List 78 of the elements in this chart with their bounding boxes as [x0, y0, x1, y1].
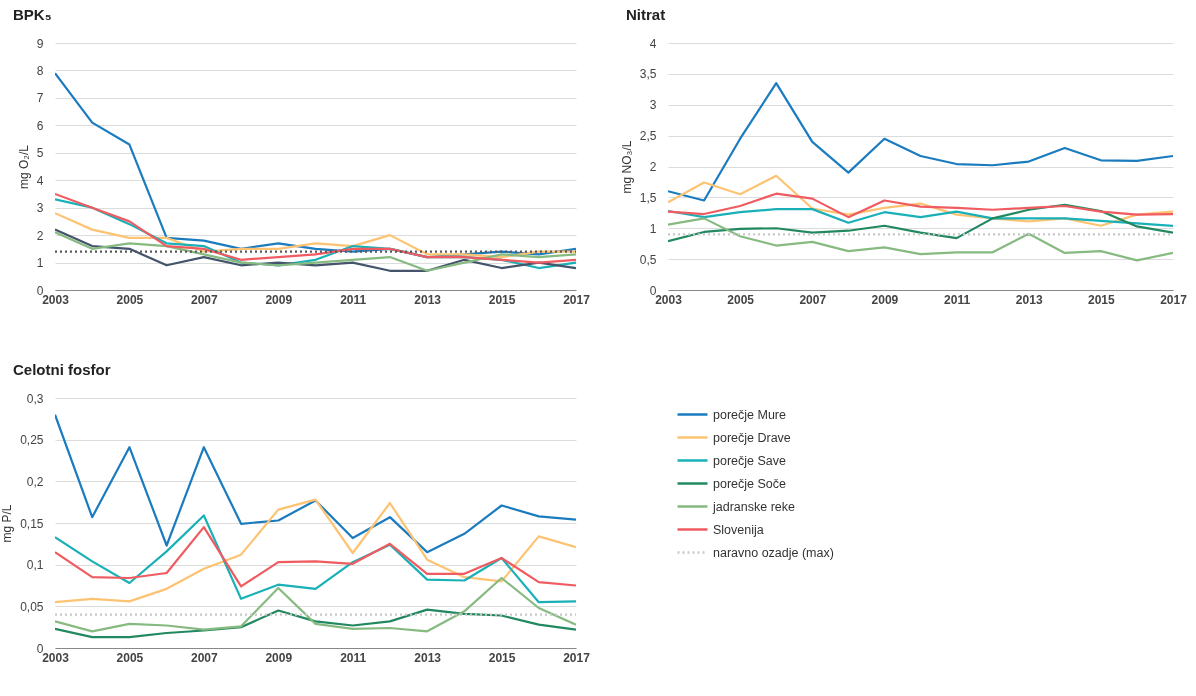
y-tick-label: 4 [649, 36, 657, 51]
x-tick-label: 2015 [488, 292, 516, 307]
line-series [55, 212, 576, 259]
line-series [55, 192, 576, 264]
x-tick-label: 2007 [799, 292, 827, 307]
y-tick-label: 6 [36, 118, 44, 133]
line-series [55, 498, 576, 604]
legend-label: naravno ozadje (max) [713, 545, 834, 560]
y-tick-label: 5 [36, 146, 44, 161]
line-series [668, 192, 1173, 219]
x-tick-label: 2003 [42, 292, 70, 307]
x-tick-label: 2013 [1015, 292, 1043, 307]
y-tick-label: 0 [649, 283, 657, 298]
y-tick-label: 0,3 [26, 391, 44, 406]
y-tick-label: 2,5 [639, 129, 657, 144]
y-tick-label: 0,15 [20, 516, 44, 531]
legend-label: jadranske reke [712, 499, 796, 514]
line-series [668, 203, 1173, 243]
chart-title: BPK₅ [13, 6, 52, 23]
x-tick-label: 2007 [191, 292, 219, 307]
y-axis-title: mg NO₃/L [619, 140, 634, 194]
x-tick-label: 2009 [871, 292, 899, 307]
y-axis-title: mg P/L [0, 504, 15, 543]
legend-label: porečje Soče [713, 476, 787, 491]
x-tick-label: 2003 [655, 292, 683, 307]
y-tick-label: 1 [649, 221, 657, 236]
y-tick-label: 9 [36, 36, 44, 51]
line-series [55, 608, 576, 639]
y-tick-label: 4 [36, 173, 44, 188]
line-series [55, 576, 576, 633]
y-tick-label: 1,5 [639, 190, 657, 205]
chart-title: Nitrat [626, 6, 666, 23]
line-series [55, 526, 576, 588]
x-tick-label: 2017 [563, 650, 591, 665]
line-series [668, 208, 1173, 227]
line-series [668, 217, 1173, 262]
x-tick-label: 2015 [1088, 292, 1116, 307]
legend-label: Slovenija [713, 522, 764, 537]
y-tick-label: 8 [36, 63, 44, 78]
line-series [668, 174, 1173, 227]
x-tick-label: 2009 [265, 292, 293, 307]
y-tick-label: 3 [649, 98, 657, 113]
legend-label: porečje Drave [713, 430, 791, 445]
y-tick-label: 0 [36, 641, 44, 656]
x-tick-label: 2011 [944, 292, 971, 307]
y-tick-label: 2 [36, 228, 44, 243]
y-axis-title: mg O₂/L [16, 144, 31, 190]
y-tick-label: 0,05 [20, 599, 44, 614]
y-tick-label: 7 [36, 91, 44, 106]
y-tick-label: 0,2 [26, 474, 44, 489]
x-tick-label: 2011 [340, 292, 367, 307]
y-tick-label: 2 [649, 160, 657, 174]
x-tick-label: 2013 [414, 292, 442, 307]
x-tick-label: 2011 [340, 650, 367, 665]
legend-label: porečje Save [713, 453, 787, 468]
y-tick-label: 3,5 [639, 67, 657, 82]
chart-title: Celotni fosfor [13, 361, 111, 378]
y-tick-label: 0,1 [26, 558, 44, 573]
y-tick-label: 0,25 [20, 433, 44, 448]
y-tick-label: 0 [36, 283, 44, 298]
x-tick-label: 2003 [42, 650, 70, 665]
x-tick-label: 2017 [563, 292, 591, 307]
x-tick-label: 2017 [1160, 292, 1188, 307]
x-tick-label: 2005 [727, 292, 755, 307]
y-tick-label: 3 [36, 201, 44, 216]
line-series [55, 72, 576, 259]
x-tick-label: 2005 [116, 650, 144, 665]
x-tick-label: 2015 [488, 650, 516, 665]
x-tick-label: 2013 [414, 650, 442, 665]
legend-label: porečje Mure [713, 407, 786, 422]
y-tick-label: 0,5 [639, 252, 657, 267]
line-series [55, 514, 576, 604]
line-series [55, 413, 576, 554]
line-series [668, 82, 1173, 202]
x-tick-label: 2007 [191, 650, 219, 665]
x-tick-label: 2009 [265, 650, 293, 665]
y-tick-label: 1 [36, 256, 44, 271]
x-tick-label: 2005 [116, 292, 144, 307]
